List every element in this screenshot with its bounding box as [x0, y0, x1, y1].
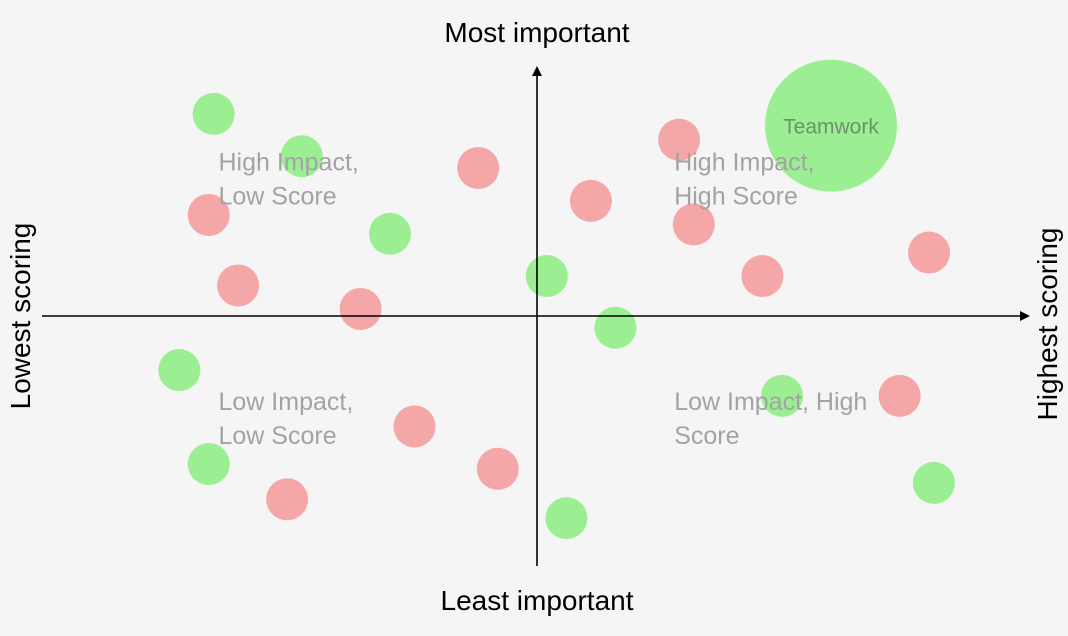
data-point-negative — [672, 203, 715, 246]
right-axis-label: Highest scoring — [1032, 228, 1063, 421]
quadrant-label: Low Impact, High Score — [674, 388, 867, 450]
left-axis-label: Lowest scoring — [5, 223, 36, 410]
quadrant-label: Low Impact, Low Score — [219, 388, 354, 450]
points-layer — [158, 59, 955, 540]
y-axis-arrow — [532, 66, 542, 76]
quadrant-label-line: Score — [674, 422, 739, 450]
x-axis-arrow — [1020, 311, 1030, 321]
quadrant-label: High Impact, High Score — [674, 148, 814, 210]
data-point-positive — [594, 306, 637, 349]
data-point-negative — [266, 478, 309, 521]
top-axis-label: Most important — [444, 17, 629, 48]
quadrant-label-line: Low Impact, — [219, 388, 354, 416]
data-point-positive — [525, 255, 568, 298]
bottom-axis-label: Least important — [441, 585, 634, 616]
quadrant-label-line: Low Score — [219, 182, 337, 210]
data-point-positive — [765, 59, 897, 192]
data-point-negative — [569, 179, 612, 222]
data-point-negative — [741, 255, 784, 298]
quadrant-label-line: Low Score — [219, 422, 337, 450]
quadrant-label-line: High Impact, — [674, 148, 814, 176]
axes-layer — [42, 66, 1030, 566]
data-point-positive — [187, 443, 230, 486]
data-point-negative — [393, 405, 436, 448]
data-point-positive — [158, 349, 201, 392]
data-point-positive — [912, 461, 955, 504]
data-point-positive — [761, 374, 803, 417]
data-point-negative — [476, 447, 519, 490]
data-point-negative — [217, 264, 260, 307]
data-point-negative — [658, 118, 701, 161]
data-point-positive — [369, 212, 411, 255]
data-point-negative — [339, 287, 382, 330]
labels-layer: Teamwork Most important Least important Low… — [5, 17, 1063, 616]
data-point-positive — [192, 92, 235, 135]
data-point-negative — [878, 374, 921, 417]
quadrant-label-line: Low Impact, High — [674, 388, 867, 416]
point-label: Teamwork — [783, 116, 879, 139]
data-point-negative — [457, 146, 500, 189]
data-point-negative — [187, 193, 230, 236]
quadrant-label: High Impact, Low Score — [219, 148, 359, 210]
data-point-positive — [545, 497, 588, 540]
data-point-negative — [908, 231, 950, 274]
quadrant-label-line: High Score — [674, 182, 798, 210]
quadrant-label-line: High Impact, — [219, 148, 359, 176]
data-point-positive — [280, 135, 323, 178]
